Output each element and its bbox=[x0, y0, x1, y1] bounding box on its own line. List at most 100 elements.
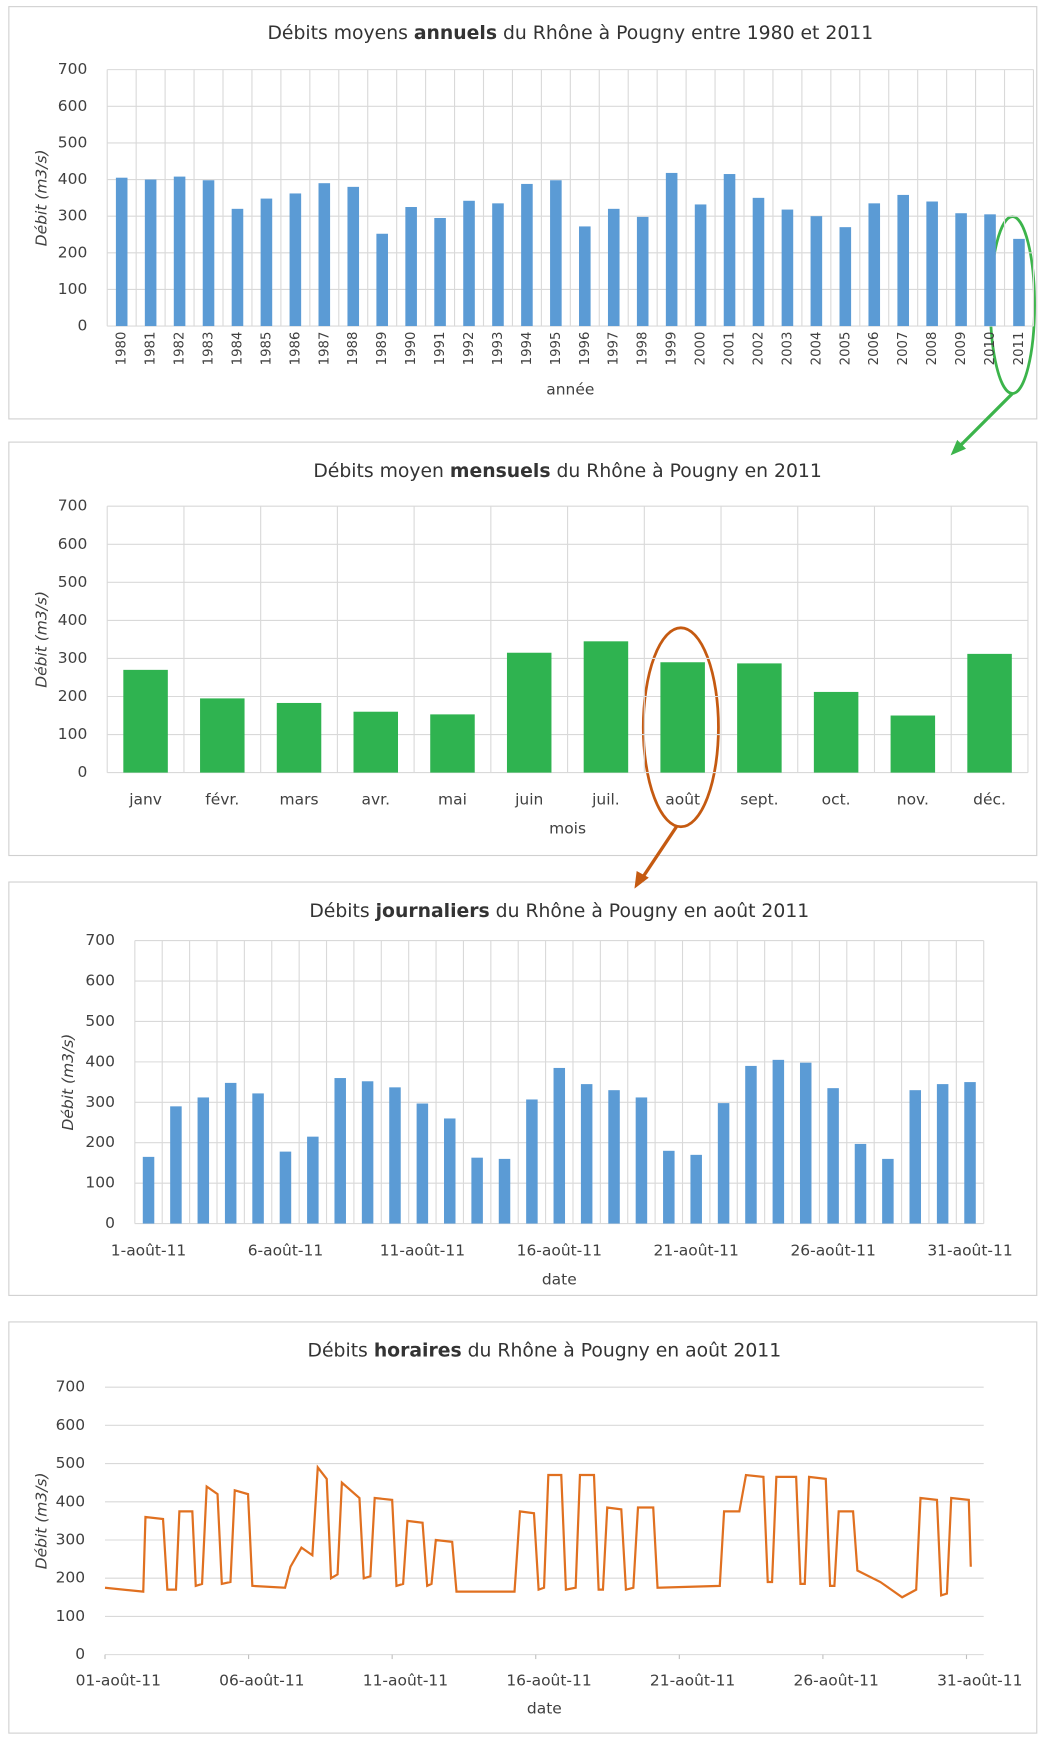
bar bbox=[289, 193, 302, 327]
x-tick-label: 1997 bbox=[607, 332, 622, 366]
x-tick-label: 1999 bbox=[665, 332, 680, 366]
bar bbox=[717, 1103, 730, 1224]
x-tick-label: 01-août-11 bbox=[76, 1672, 161, 1690]
bar bbox=[334, 1078, 346, 1224]
x-tick-label: 1-août-11 bbox=[111, 1242, 187, 1260]
y-tick-label: 700 bbox=[56, 1378, 86, 1396]
x-tick-label: 1995 bbox=[549, 332, 564, 366]
bar bbox=[142, 1156, 155, 1224]
x-tick-label: oct. bbox=[822, 791, 851, 809]
y-tick-label: 300 bbox=[58, 649, 88, 667]
y-tick-label: 0 bbox=[77, 317, 87, 335]
x-tick-label: 31-août-11 bbox=[927, 1242, 1012, 1260]
title-part: horaires bbox=[374, 1340, 462, 1361]
bar bbox=[173, 176, 186, 327]
y-tick-label: 300 bbox=[85, 1093, 115, 1111]
bar bbox=[506, 652, 552, 773]
x-tick-label: 2001 bbox=[723, 332, 738, 366]
x-tick-label: 1985 bbox=[259, 332, 274, 366]
x-tick-label: avr. bbox=[362, 791, 391, 809]
y-tick-label: 200 bbox=[58, 243, 88, 261]
bar bbox=[430, 714, 475, 773]
bar bbox=[694, 204, 707, 327]
title-part: journaliers bbox=[375, 900, 490, 921]
x-tick-label: 1982 bbox=[173, 332, 188, 366]
arrow bbox=[639, 825, 678, 881]
y-tick-label: 400 bbox=[56, 1492, 86, 1510]
bar bbox=[170, 1106, 182, 1224]
bar bbox=[723, 174, 736, 327]
x-tick-label: 1986 bbox=[288, 332, 303, 366]
bar bbox=[984, 214, 996, 327]
y-tick-label: 200 bbox=[56, 1569, 86, 1587]
x-tick-label: 2003 bbox=[780, 332, 795, 366]
x-tick-label: 31-août-11 bbox=[937, 1672, 1022, 1690]
x-tick-label: 1983 bbox=[202, 332, 217, 366]
bar bbox=[389, 1087, 401, 1224]
x-tick-label: 16-août-11 bbox=[517, 1242, 602, 1260]
line bbox=[104, 1464, 972, 1599]
x-axis-label: date bbox=[527, 1699, 562, 1717]
bar bbox=[745, 1065, 757, 1224]
x-tick-label: 6-août-11 bbox=[248, 1242, 324, 1260]
x-tick-label: 2008 bbox=[925, 332, 940, 366]
bar bbox=[909, 1090, 922, 1224]
x-axis-label: date bbox=[542, 1270, 577, 1288]
x-tick-label: 1991 bbox=[433, 332, 448, 366]
bar bbox=[635, 1097, 648, 1224]
highlight-circle bbox=[641, 626, 720, 829]
bar bbox=[890, 715, 936, 773]
bar bbox=[580, 1084, 593, 1224]
bar bbox=[926, 201, 938, 327]
bar bbox=[827, 1088, 839, 1224]
y-tick-label: 100 bbox=[85, 1174, 115, 1192]
x-tick-label: 1994 bbox=[520, 332, 535, 366]
panel bbox=[8, 441, 1038, 857]
chart-title: Débits journaliers du Rhône à Pougny en … bbox=[309, 900, 809, 921]
y-tick-label: 600 bbox=[56, 1416, 86, 1434]
bar bbox=[690, 1154, 702, 1224]
bar bbox=[579, 226, 591, 327]
y-tick-label: 500 bbox=[58, 133, 88, 151]
x-tick-label: 2005 bbox=[838, 332, 853, 366]
bar bbox=[607, 208, 620, 327]
bar bbox=[231, 208, 244, 327]
bar bbox=[955, 213, 967, 327]
x-tick-label: 2009 bbox=[954, 332, 969, 366]
x-tick-label: 26-août-11 bbox=[790, 1242, 875, 1260]
x-tick-label: nov. bbox=[897, 791, 929, 809]
x-tick-label: 1988 bbox=[346, 332, 361, 366]
bar bbox=[967, 653, 1012, 773]
y-tick-label: 400 bbox=[58, 170, 88, 188]
bar bbox=[443, 1118, 456, 1224]
y-tick-label: 100 bbox=[56, 1607, 86, 1625]
y-tick-label: 100 bbox=[58, 725, 88, 743]
bar bbox=[636, 216, 649, 327]
bar bbox=[882, 1158, 894, 1224]
bar bbox=[361, 1081, 374, 1224]
bar bbox=[752, 197, 765, 327]
y-tick-label: 400 bbox=[85, 1052, 115, 1070]
x-tick-label: 1998 bbox=[636, 332, 651, 366]
bar bbox=[353, 711, 399, 773]
x-tick-label: 21-août-11 bbox=[650, 1672, 735, 1690]
bar bbox=[197, 1097, 210, 1224]
bar bbox=[550, 180, 562, 327]
chart-title: Débits horaires du Rhône à Pougny en aoû… bbox=[308, 1340, 782, 1361]
bar bbox=[781, 209, 794, 327]
x-tick-label: mai bbox=[438, 791, 467, 809]
y-tick-label: 600 bbox=[58, 97, 88, 115]
panel bbox=[8, 1321, 1038, 1734]
panel bbox=[8, 6, 1038, 420]
bar bbox=[276, 702, 322, 773]
bar bbox=[279, 1151, 292, 1224]
title-part: du Rhône à Pougny en août 2011 bbox=[462, 1340, 782, 1361]
x-tick-label: 1984 bbox=[230, 332, 245, 366]
y-tick-label: 300 bbox=[56, 1530, 86, 1548]
x-tick-label: 1981 bbox=[144, 332, 159, 366]
bar bbox=[260, 198, 273, 327]
bar bbox=[463, 200, 475, 327]
x-tick-label: août bbox=[665, 791, 700, 809]
title-part: du Rhône à Pougny entre 1980 et 2011 bbox=[497, 23, 873, 44]
highlight-circle bbox=[988, 215, 1036, 395]
